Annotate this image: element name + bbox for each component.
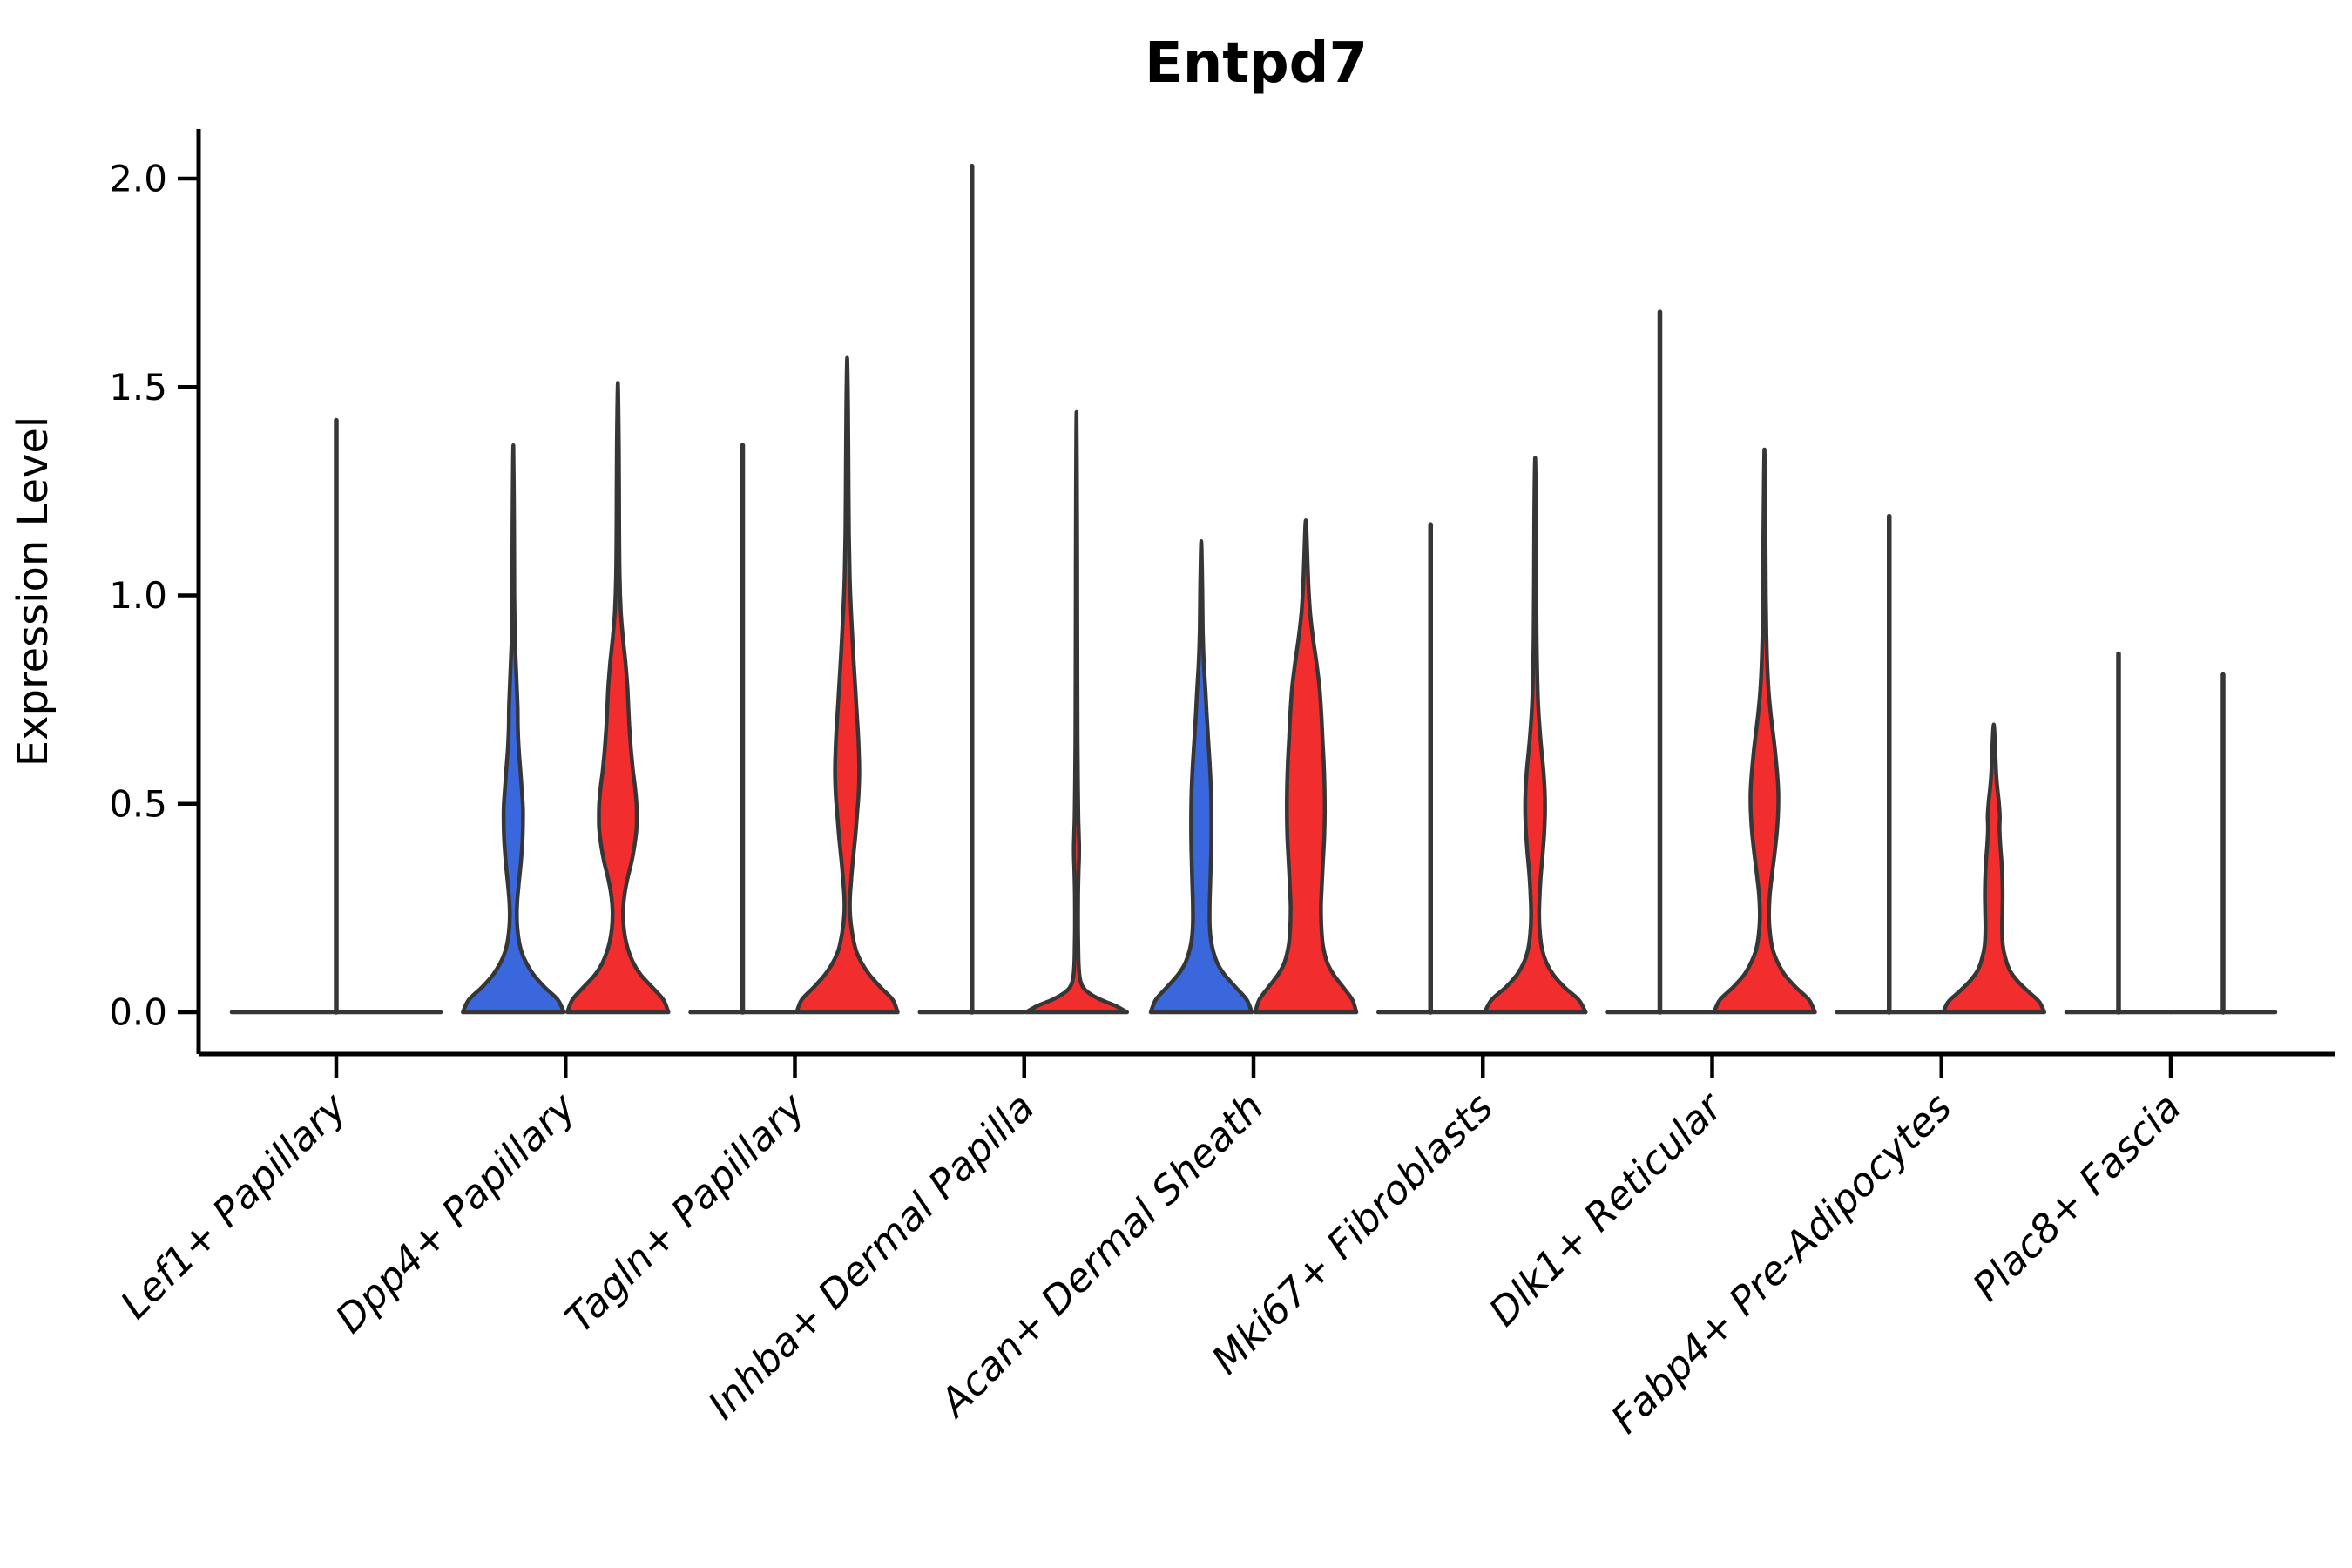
violin-body-blue bbox=[1148, 539, 1254, 1015]
y-axis-label: Expression Level bbox=[9, 416, 57, 767]
x-tick-label: Dpp4+ Papillary bbox=[327, 1083, 585, 1342]
x-tick-label: Dlk1+ Reticular bbox=[1480, 1083, 1733, 1335]
x-tick-label: Plac8+ Fascia bbox=[1963, 1084, 2190, 1310]
violin-body-red bbox=[794, 355, 900, 1015]
y-tick-label: 2.0 bbox=[109, 158, 167, 200]
chart-title: Entpd7 bbox=[1145, 31, 1368, 96]
y-tick-label: 1.5 bbox=[109, 366, 167, 409]
x-tick-label: Lef1+ Papillary bbox=[112, 1083, 356, 1328]
violins-layer bbox=[229, 163, 2278, 1015]
y-tick-label: 0.5 bbox=[109, 782, 167, 825]
x-tick-label: Tagln+ Papillary bbox=[556, 1083, 814, 1342]
violin-body-red bbox=[1941, 722, 2047, 1015]
violin-body-red bbox=[1024, 409, 1130, 1015]
violin-body-red bbox=[1483, 456, 1588, 1015]
violin-body-red bbox=[565, 381, 671, 1015]
violin-body-red bbox=[1253, 518, 1359, 1015]
y-axis: 0.0 0.5 1.0 1.5 2.0 bbox=[109, 158, 199, 1034]
violin-body-blue bbox=[461, 443, 566, 1015]
violin-body-red bbox=[1712, 447, 1817, 1015]
y-tick-label: 1.0 bbox=[109, 574, 167, 617]
y-tick-label: 0.0 bbox=[109, 991, 167, 1034]
